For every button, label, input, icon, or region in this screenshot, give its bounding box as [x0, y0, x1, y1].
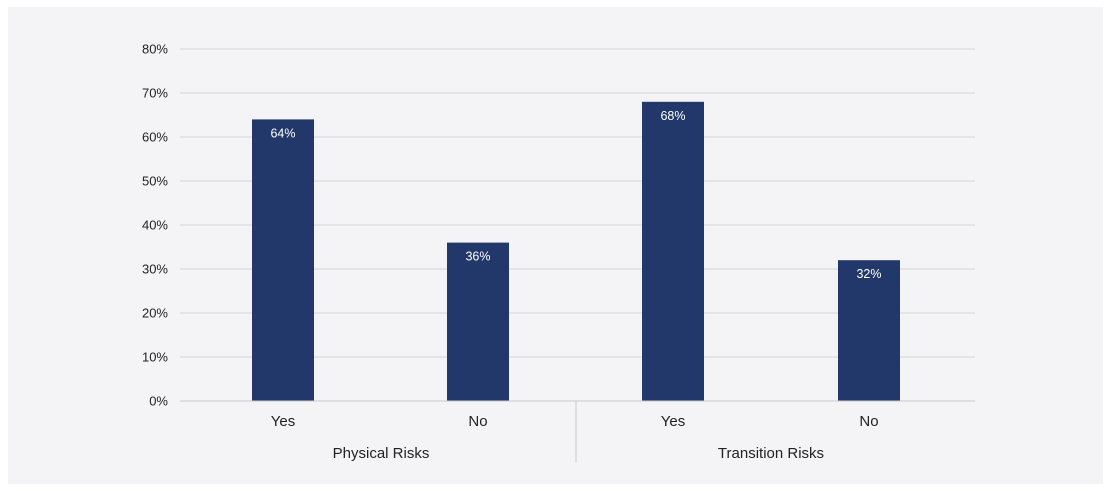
chart-panel	[8, 7, 1103, 484]
x-axis: Yes No Physical Risks Yes No Transition Risks	[180, 400, 975, 462]
y-tick-label: 40%	[142, 218, 168, 233]
data-label: 68%	[660, 109, 685, 123]
y-tick-label: 80%	[142, 42, 168, 57]
x-category-label: No	[859, 413, 878, 430]
y-tick-label: 60%	[142, 130, 168, 145]
bar	[252, 119, 314, 402]
y-tick-label: 30%	[142, 262, 168, 277]
data-label: 32%	[856, 267, 881, 281]
x-group-label: Transition Risks	[718, 445, 824, 462]
y-axis-ticks: 0% 10% 20% 30% 40% 50% 60% 70% 80%	[142, 42, 168, 409]
y-tick-label: 20%	[142, 306, 168, 321]
data-labels: 64% 36% 68% 32%	[270, 109, 881, 281]
bar	[838, 260, 900, 401]
data-label: 64%	[270, 126, 295, 140]
x-category-label: Yes	[271, 413, 295, 430]
x-category-label: No	[468, 413, 487, 430]
x-category-label: Yes	[661, 413, 685, 430]
bars	[252, 101, 900, 402]
bar	[447, 242, 509, 401]
y-tick-label: 70%	[142, 86, 168, 101]
y-tick-label: 50%	[142, 174, 168, 189]
x-group-label: Physical Risks	[333, 445, 430, 462]
y-tick-label: 10%	[142, 350, 168, 365]
bar	[642, 101, 704, 402]
data-label: 36%	[465, 250, 490, 264]
y-tick-label: 0%	[149, 394, 168, 409]
